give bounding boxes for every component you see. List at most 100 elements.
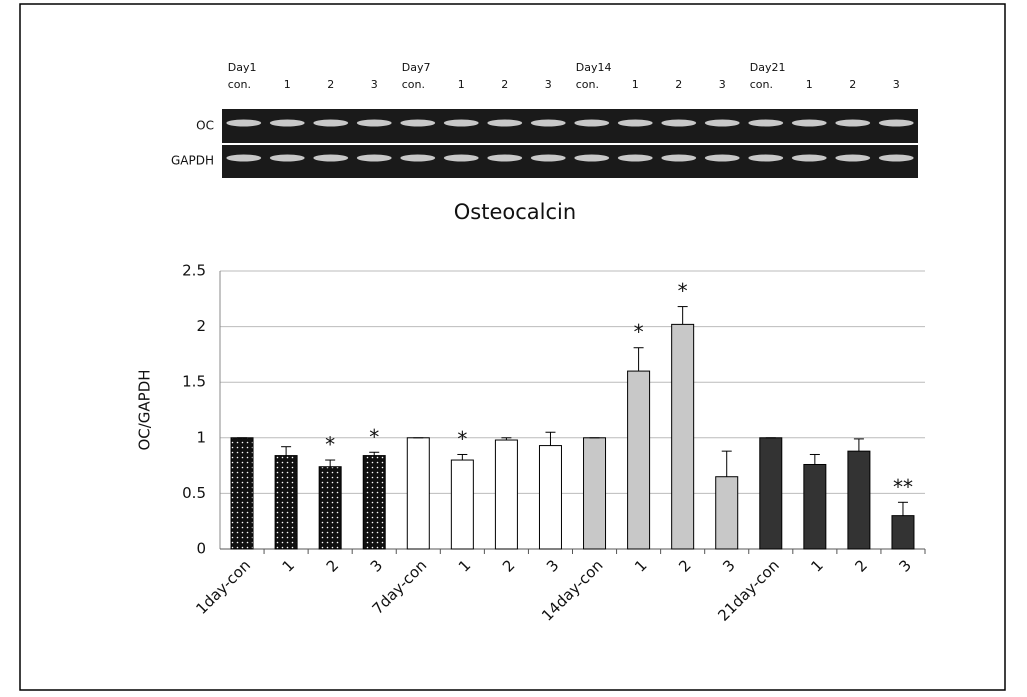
x-tick-label: 3 — [367, 556, 386, 575]
gel-band — [574, 120, 609, 127]
gel-band — [444, 120, 479, 127]
gel-lane-label: 1 — [458, 78, 465, 91]
gel-band — [444, 155, 479, 162]
gel-band — [879, 155, 914, 162]
gel-group-label: Day14 — [576, 61, 612, 74]
bar — [716, 477, 738, 549]
gel-lane-label: 2 — [675, 78, 682, 91]
bar — [407, 438, 429, 549]
gel-lane-label: con. — [750, 78, 773, 91]
gel-band — [487, 155, 522, 162]
gel-band — [313, 155, 348, 162]
gel-lane-label: 1 — [806, 78, 813, 91]
bar — [275, 456, 297, 549]
significance-label: * — [325, 433, 335, 457]
gel-lane-label: 2 — [849, 78, 856, 91]
gel-band — [487, 120, 522, 127]
gel-lane-label: 3 — [545, 78, 552, 91]
y-axis-label: OC/GAPDH — [136, 369, 154, 450]
x-tick-label: 1 — [455, 556, 474, 575]
significance-label: * — [678, 279, 688, 303]
gel-band — [400, 120, 435, 127]
bar — [892, 516, 914, 549]
bar — [495, 440, 517, 549]
y-tick-label: 0.5 — [182, 484, 206, 502]
gel-band — [270, 155, 305, 162]
x-tick-label: 2 — [499, 556, 518, 575]
gel-band — [705, 155, 740, 162]
frame — [20, 4, 1005, 690]
gel-lane-label: con. — [576, 78, 599, 91]
gel-lane-label: 2 — [327, 78, 334, 91]
gel-group-label: Day7 — [402, 61, 431, 74]
gel-group-label: Day21 — [750, 61, 786, 74]
gel-band — [748, 155, 783, 162]
gel-lane-label: 2 — [501, 78, 508, 91]
x-tick-label: 1 — [279, 556, 298, 575]
x-tick-label: 2 — [675, 556, 694, 575]
bar — [539, 446, 561, 549]
x-tick-label: 1 — [631, 556, 650, 575]
x-tick-label: 1 — [807, 556, 826, 575]
gel-lane-label: con. — [228, 78, 251, 91]
gel-band — [835, 155, 870, 162]
gel-band — [705, 120, 740, 127]
bar — [628, 371, 650, 549]
gel-band — [400, 155, 435, 162]
gel-lane-label: 3 — [893, 78, 900, 91]
gel-gapdh — [222, 145, 918, 178]
x-tick-label: 3 — [543, 556, 562, 575]
gel-lane-label: 3 — [719, 78, 726, 91]
gel-band — [226, 155, 261, 162]
y-tick-label: 1 — [196, 428, 206, 446]
gel-group-label: Day1 — [228, 61, 257, 74]
x-tick-label: 1day-con — [192, 556, 254, 618]
gel-lane-label: 1 — [632, 78, 639, 91]
gel-row-label: GAPDH — [171, 154, 214, 168]
bar — [672, 324, 694, 549]
bar — [848, 451, 870, 549]
gel-band — [270, 120, 305, 127]
bar — [584, 438, 606, 549]
figure: Osteocalcin OC/GAPDH OC GAPDH Day1 con. 1 2 3 D… — [0, 0, 1027, 693]
gel-band — [574, 155, 609, 162]
x-tick-label: 2 — [851, 556, 870, 575]
significance-label: ** — [893, 475, 913, 499]
x-tick-label: 3 — [719, 556, 738, 575]
gel-lane-label: 1 — [284, 78, 291, 91]
gel-band — [661, 120, 696, 127]
bar — [760, 438, 782, 549]
page: {"gel": {"row_labels": ["OC", "GAPDH"], … — [0, 0, 1027, 697]
significance-label: * — [634, 320, 644, 344]
y-tick-label: 2.5 — [182, 262, 206, 280]
gel-lane-label: 3 — [371, 78, 378, 91]
y-tick-label: 1.5 — [182, 373, 206, 391]
gel-band — [879, 120, 914, 127]
gel-band — [748, 120, 783, 127]
x-tick-label: 2 — [323, 556, 342, 575]
bar — [319, 467, 341, 549]
x-tick-label: 3 — [896, 556, 915, 575]
gel-band — [792, 155, 827, 162]
gel-band — [792, 120, 827, 127]
gel-band — [618, 120, 653, 127]
gel-band — [531, 155, 566, 162]
bar — [451, 460, 473, 549]
y-tick-label: 0 — [196, 540, 206, 558]
significance-label: * — [457, 427, 467, 451]
y-tick-label: 2 — [196, 317, 206, 335]
gel-row-label: OC — [196, 119, 214, 133]
significance-label: * — [369, 425, 379, 449]
chart-title: Osteocalcin — [454, 200, 576, 224]
gel-band — [313, 120, 348, 127]
gel-band — [531, 120, 566, 127]
gel-band — [661, 155, 696, 162]
gel-band — [357, 155, 392, 162]
bar — [804, 464, 826, 549]
bar — [363, 456, 385, 549]
bar — [231, 438, 253, 549]
gel-band — [835, 120, 870, 127]
gel-band — [357, 120, 392, 127]
gel-lane-label: con. — [402, 78, 425, 91]
gel-band — [618, 155, 653, 162]
